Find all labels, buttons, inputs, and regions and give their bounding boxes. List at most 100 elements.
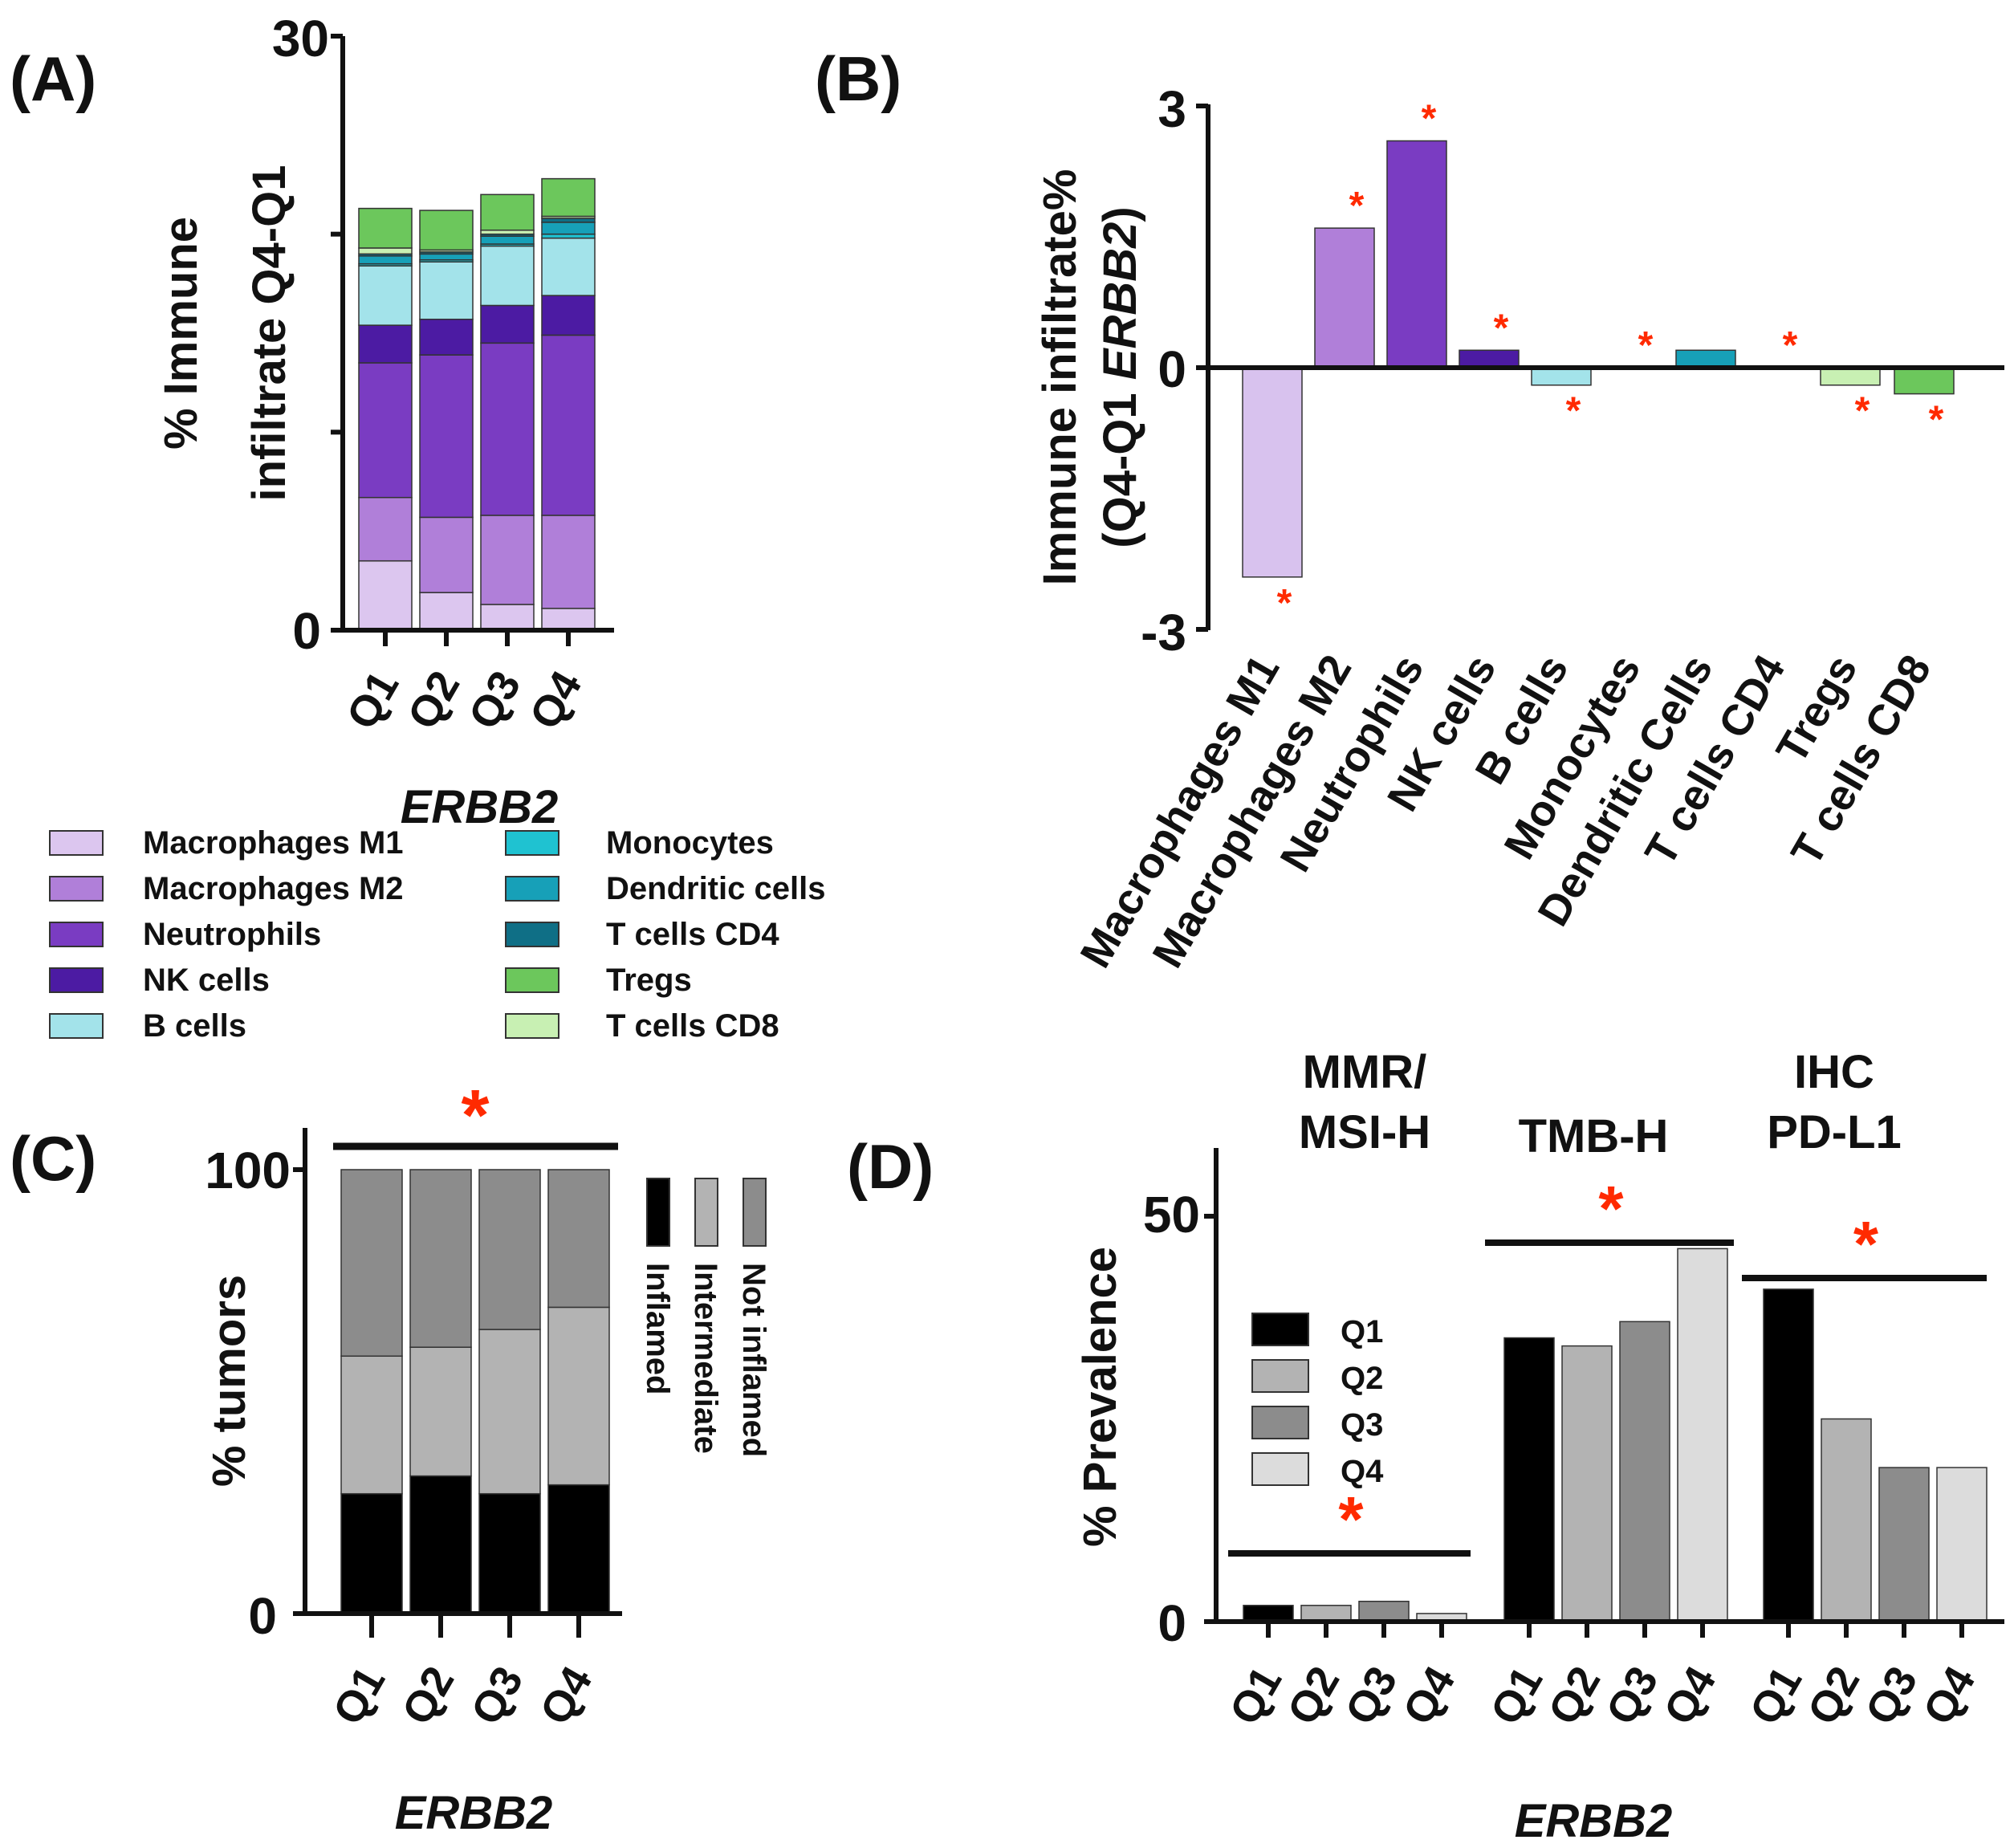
- panel-a-legend-label-t-cells-cd4: T cells CD4: [606, 917, 779, 952]
- panel-a-ylabel-line2: infiltrate Q4-Q1: [243, 165, 295, 502]
- panel-c-bar-q2-intermediate: [409, 1346, 472, 1477]
- panel-c-bar-q1-intermediate: [340, 1355, 403, 1495]
- panel-c-xlabel: ERBB2: [395, 1787, 553, 1839]
- panel-a-legend-label-macrophages-m2: Macrophages M2: [143, 871, 404, 906]
- panel-d-xtick-label-group1-q1: Q1: [1220, 1659, 1291, 1732]
- panel-b-ylabel-part1: (Q4-Q1: [1094, 380, 1146, 548]
- panel-a-legend-label-macrophages-m1: Macrophages M1: [143, 825, 404, 861]
- panel-a-legend-swatch-dendritic-cells: [505, 876, 559, 902]
- panel-b-ylabel-part2: ): [1094, 206, 1146, 222]
- panel-d-legend: Q1 Q2 Q3 Q4: [1251, 1313, 1384, 1489]
- panel-a-ytick-30: 30: [272, 10, 329, 67]
- panel-c-significance-star: *: [461, 1076, 489, 1156]
- panel-c-bar-q3-intermediate: [478, 1329, 541, 1495]
- panel-d-significance-star-group1: *: [1338, 1484, 1364, 1555]
- panel-d-bar-group2-q1: [1503, 1337, 1555, 1622]
- panel-d-ytick-50: 50: [1143, 1186, 1200, 1244]
- panel-a-legend-swatch-t-cells-cd8: [505, 1013, 559, 1039]
- panel-label-c: (C): [10, 1123, 96, 1194]
- panel-b-bar-t-cells-cd8: [1894, 367, 1955, 395]
- panel-c-bar-q4-intermediate: [547, 1306, 610, 1486]
- panel-d-bar-group1-q1: [1243, 1605, 1294, 1622]
- panel-d-group-title-mmr-1: MMR/: [1303, 1046, 1427, 1098]
- panel-a-bar-q4-neutrophils: [541, 334, 596, 516]
- panel-d-legend-label-q2: Q2: [1341, 1361, 1383, 1396]
- panel-a-bar-q3-macrophages-m2: [480, 515, 535, 605]
- panel-b-y-ticks: [1196, 104, 1208, 632]
- panel-d-ylabel: % Prevalence: [1074, 1247, 1126, 1547]
- panel-b-bar-nk-cells: [1459, 349, 1520, 368]
- panel-d-bars: [1243, 1248, 1988, 1622]
- panel-a-bar-q4-dendritic-cells: [541, 222, 596, 235]
- panel-d-significance-star-group3: *: [1853, 1208, 1879, 1280]
- panel-b-star-macrophages-m1: *: [1277, 582, 1292, 625]
- panel-a-legend-swatch-tregs: [505, 967, 559, 993]
- panel-d-legend-label-q1: Q1: [1341, 1314, 1383, 1349]
- panel-c-ylabel: % tumors: [203, 1275, 255, 1487]
- panel-c-legend-label-not-inflamed: Not inflamed: [736, 1263, 771, 1457]
- panel-a-legend-label-dendritic-cells: Dendritic cells: [606, 871, 825, 906]
- panel-c-bar-q3-not-inflamed: [478, 1169, 541, 1330]
- panel-a-bar-q3-dendritic-cells: [480, 235, 535, 245]
- panel-a-bar-q4-tregs: [541, 177, 596, 218]
- panel-c-xtick-label-q4: Q4: [531, 1659, 601, 1732]
- panel-a-xtick-label-q3: Q3: [459, 663, 530, 737]
- panel-a-bar-q2-b-cells: [419, 261, 474, 320]
- panel-c-legend-swatch-intermediate: [694, 1178, 718, 1247]
- panel-d-bar-group2-q3: [1619, 1321, 1670, 1622]
- panel-b-ylabel-line1: Immune infiltrate%: [1034, 169, 1086, 586]
- panel-b-bar-dendritic-cells: [1675, 349, 1736, 368]
- panel-a-bar-q1-tregs: [358, 207, 413, 249]
- panel-label-d: (D): [847, 1131, 934, 1202]
- panel-a-bar-q4-macrophages-m1: [541, 608, 596, 631]
- panel-c-xtick-label-q3: Q3: [462, 1659, 532, 1732]
- panel-d-xtick-label-group3-q1: Q1: [1740, 1659, 1811, 1732]
- panel-c-bar-q1-not-inflamed: [340, 1169, 403, 1358]
- panel-d-group-title-ihc-1: IHC: [1794, 1046, 1874, 1098]
- panel-d-group-title-ihc-2: PD-L1: [1767, 1106, 1902, 1158]
- panel-a-bar-q1-dendritic-cells: [358, 255, 413, 265]
- panel-d-bar-group2-q2: [1561, 1345, 1613, 1622]
- panel-c-legend-label-inflamed: Inflamed: [640, 1263, 675, 1394]
- panel-d-xtick-label-group2-q2: Q2: [1539, 1659, 1609, 1732]
- panel-d-group-title-mmr-2: MSI-H: [1299, 1106, 1430, 1158]
- panel-a-bar-q1-b-cells: [358, 265, 413, 326]
- panel-b-ylabel-gene: ERBB2: [1094, 222, 1146, 381]
- panel-label-b: (B): [815, 43, 901, 114]
- panel-d-xtick-label-group3-q2: Q2: [1798, 1659, 1869, 1732]
- panel-b-star-tregs: *: [1855, 390, 1870, 433]
- panel-a-bar-q1-t-cells-cd8: [358, 247, 413, 255]
- panel-c-xtick-label-q1: Q1: [323, 1659, 394, 1732]
- panel-c-legend-label-intermediate: Intermediate: [688, 1263, 723, 1454]
- panel-a-bar-q4-nk-cells: [541, 295, 596, 336]
- panel-d-xtick-label-group2-q3: Q3: [1597, 1659, 1667, 1732]
- panel-d-xtick-label-group1-q3: Q3: [1336, 1659, 1406, 1732]
- panel-d-legend-swatch-q4: [1251, 1452, 1309, 1486]
- panel-a-bar-q4-macrophages-m2: [541, 515, 596, 609]
- panel-a-bar-q1-macrophages-m2: [358, 496, 413, 562]
- panel-a-bar-q1-neutrophils: [358, 362, 413, 499]
- panel-d-bar-group3-q2: [1821, 1418, 1872, 1622]
- panel-b-star-nk-cells: *: [1494, 307, 1509, 349]
- panel-b-star-b-cells: *: [1566, 390, 1581, 433]
- panel-c-bar-q2-not-inflamed: [409, 1169, 472, 1348]
- panel-b-bar-macrophages-m1: [1242, 367, 1303, 578]
- panel-label-a: (A): [10, 43, 96, 114]
- panel-d-ytick-0: 0: [1158, 1594, 1186, 1652]
- panel-d-bar-group1-q2: [1300, 1605, 1352, 1622]
- panel-d-xlabel: ERBB2: [1515, 1795, 1673, 1847]
- panel-d-legend-label-q4: Q4: [1341, 1454, 1384, 1489]
- panel-a-bar-q2-macrophages-m2: [419, 516, 474, 593]
- panel-a-xtick-label-q4: Q4: [520, 663, 591, 737]
- panel-a-bar-q2-macrophages-m1: [419, 592, 474, 631]
- panel-c-y-ticks: [293, 1167, 305, 1616]
- panel-d-xtick-label-group2-q1: Q1: [1481, 1659, 1552, 1732]
- panel-d-xtick-label-group1-q4: Q4: [1394, 1659, 1464, 1732]
- panel-c-bar-q2-inflamed: [409, 1475, 472, 1614]
